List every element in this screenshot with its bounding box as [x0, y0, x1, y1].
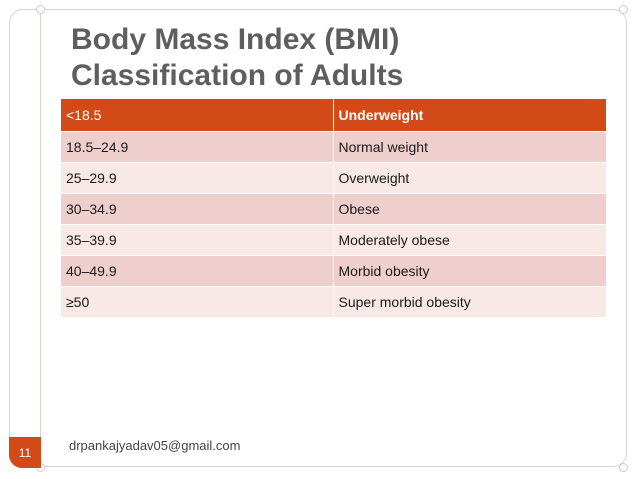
- bmi-category-cell: Morbid obesity: [333, 255, 607, 287]
- table-row: ≥50 Super morbid obesity: [61, 286, 607, 318]
- corner-circle-icon: [619, 463, 628, 472]
- corner-circle-icon: [619, 5, 628, 14]
- table-row: 18.5–24.9 Normal weight: [61, 131, 607, 163]
- bmi-category-cell: Super morbid obesity: [333, 286, 607, 318]
- bmi-table: <18.5 Underweight 18.5–24.9 Normal weigh…: [61, 99, 607, 318]
- bmi-range-cell: 30–34.9: [61, 193, 334, 225]
- footer-email: drpankajyadav05@gmail.com: [69, 438, 241, 453]
- bmi-range-cell: ≥50: [61, 286, 334, 318]
- table-row: 25–29.9 Overweight: [61, 162, 607, 194]
- bmi-category-cell: Underweight: [333, 99, 607, 132]
- table-header-row: <18.5 Underweight: [61, 99, 607, 132]
- bmi-category-cell: Normal weight: [333, 131, 607, 163]
- bmi-range-cell: 25–29.9: [61, 162, 334, 194]
- slide-frame: [9, 9, 627, 467]
- page-number-badge: 11: [9, 437, 41, 468]
- left-rule: [40, 9, 41, 467]
- bmi-category-cell: Obese: [333, 193, 607, 225]
- title-line-2: Classification of Adults: [71, 59, 404, 92]
- bmi-range-cell: 35–39.9: [61, 224, 334, 256]
- bmi-range-cell: 40–49.9: [61, 255, 334, 287]
- table-row: 35–39.9 Moderately obese: [61, 224, 607, 256]
- bmi-category-cell: Overweight: [333, 162, 607, 194]
- title-line-1: Body Mass Index (BMI): [71, 23, 400, 56]
- bmi-range-cell: <18.5: [61, 99, 334, 132]
- bmi-range-cell: 18.5–24.9: [61, 131, 334, 163]
- table-row: 40–49.9 Morbid obesity: [61, 255, 607, 287]
- corner-circle-icon: [36, 5, 45, 14]
- bmi-category-cell: Moderately obese: [333, 224, 607, 256]
- table-row: 30–34.9 Obese: [61, 193, 607, 225]
- slide-title: Body Mass Index (BMI) Classification of …: [71, 22, 611, 94]
